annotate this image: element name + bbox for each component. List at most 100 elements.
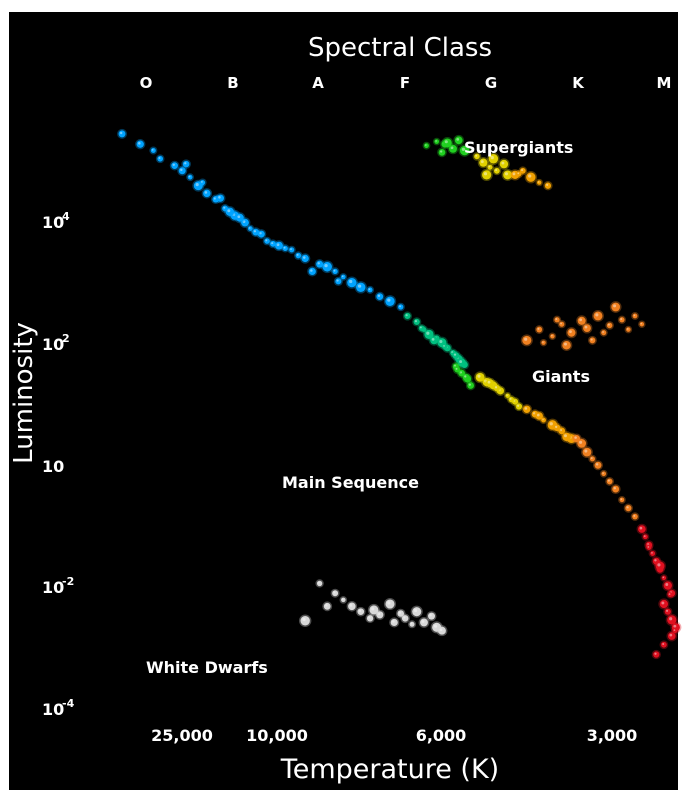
y-tick-label: 102	[42, 332, 70, 354]
star-point	[440, 342, 449, 351]
star-point	[666, 590, 675, 599]
star-point	[654, 560, 667, 572]
star-point	[648, 549, 657, 558]
star-point	[155, 154, 165, 164]
star-point	[422, 141, 431, 150]
star-point	[307, 266, 318, 277]
star-point	[514, 401, 524, 412]
star-point	[520, 334, 533, 347]
star-point	[624, 325, 633, 334]
star-point	[354, 281, 367, 294]
spectral-class-label: B	[227, 74, 238, 92]
star-point	[501, 168, 514, 181]
star-point	[552, 422, 562, 433]
x-tick-labels: 25,000 10,000 6,000 3,000	[151, 726, 637, 745]
star-point	[418, 617, 430, 628]
star-point	[374, 291, 385, 302]
star-point	[346, 601, 358, 612]
star-point	[215, 193, 226, 204]
svg-text:10: 10	[42, 457, 64, 476]
star-point	[539, 338, 548, 347]
star-point	[565, 327, 578, 339]
star-point	[617, 315, 627, 324]
star-point	[659, 640, 669, 650]
star-point	[535, 178, 543, 187]
star-point	[487, 152, 500, 165]
star-point	[593, 460, 603, 471]
star-point	[383, 295, 397, 308]
star-point	[177, 165, 188, 176]
annotation-white-dwarfs: White Dwarfs	[146, 658, 268, 677]
star-point	[287, 245, 296, 254]
svg-text:10: 10	[42, 578, 64, 597]
star-point	[543, 181, 553, 191]
star-point	[383, 597, 397, 611]
svg-text:-2: -2	[62, 575, 74, 588]
star-point	[281, 244, 290, 253]
star-point	[507, 395, 516, 404]
star-point	[458, 144, 471, 157]
star-point	[455, 356, 468, 369]
spectral-class-label: K	[572, 74, 585, 92]
star-point	[663, 607, 673, 617]
annotation-giants: Giants	[532, 367, 590, 386]
star-point	[521, 404, 533, 415]
star-point	[298, 614, 312, 627]
star-point	[426, 611, 437, 622]
star-point	[557, 320, 566, 329]
star-point	[581, 322, 593, 334]
star-point	[609, 301, 622, 313]
star-point	[437, 147, 447, 158]
star-point	[534, 325, 544, 334]
star-point	[599, 328, 608, 337]
star-point	[436, 625, 448, 637]
star-point	[485, 163, 495, 172]
star-point	[631, 312, 639, 320]
svg-text:4: 4	[62, 210, 70, 223]
star-point	[314, 259, 325, 270]
star-point	[315, 579, 324, 588]
star-point	[465, 380, 476, 391]
star-point	[665, 613, 678, 627]
star-point	[453, 134, 465, 146]
star-point	[636, 523, 648, 535]
star-point	[450, 350, 461, 361]
star-point	[480, 168, 493, 182]
star-point	[246, 224, 255, 233]
star-point	[461, 372, 471, 383]
star-point	[605, 476, 615, 486]
spectral-class-label: F	[400, 74, 410, 92]
y-tick-label: 10-2	[42, 575, 74, 597]
star-point	[367, 603, 380, 616]
star-point	[492, 166, 502, 176]
star-point	[339, 596, 348, 604]
star-point	[610, 484, 621, 495]
star-point	[345, 276, 359, 289]
star-point	[402, 311, 413, 321]
star-point	[618, 495, 626, 504]
star-point	[645, 543, 653, 552]
star-point	[333, 276, 343, 286]
star-point	[250, 227, 261, 237]
star-point	[605, 321, 614, 330]
star-point	[396, 302, 405, 312]
spectral-class-label: M	[657, 74, 672, 92]
star-point	[472, 152, 482, 161]
star-points	[117, 128, 682, 660]
star-point	[548, 332, 557, 341]
star-point	[268, 239, 278, 249]
annotation-supergiants: Supergiants	[464, 138, 573, 157]
spectral-class-label: O	[140, 74, 153, 92]
star-point	[322, 601, 333, 612]
star-point	[552, 315, 562, 324]
star-point	[660, 574, 668, 582]
x-axis-label: Temperature (K)	[280, 754, 499, 785]
star-point	[492, 383, 502, 393]
star-point	[592, 309, 604, 322]
y-tick-label: 104	[42, 210, 70, 232]
star-point	[201, 188, 213, 199]
star-point	[524, 171, 538, 184]
star-point	[432, 137, 441, 146]
